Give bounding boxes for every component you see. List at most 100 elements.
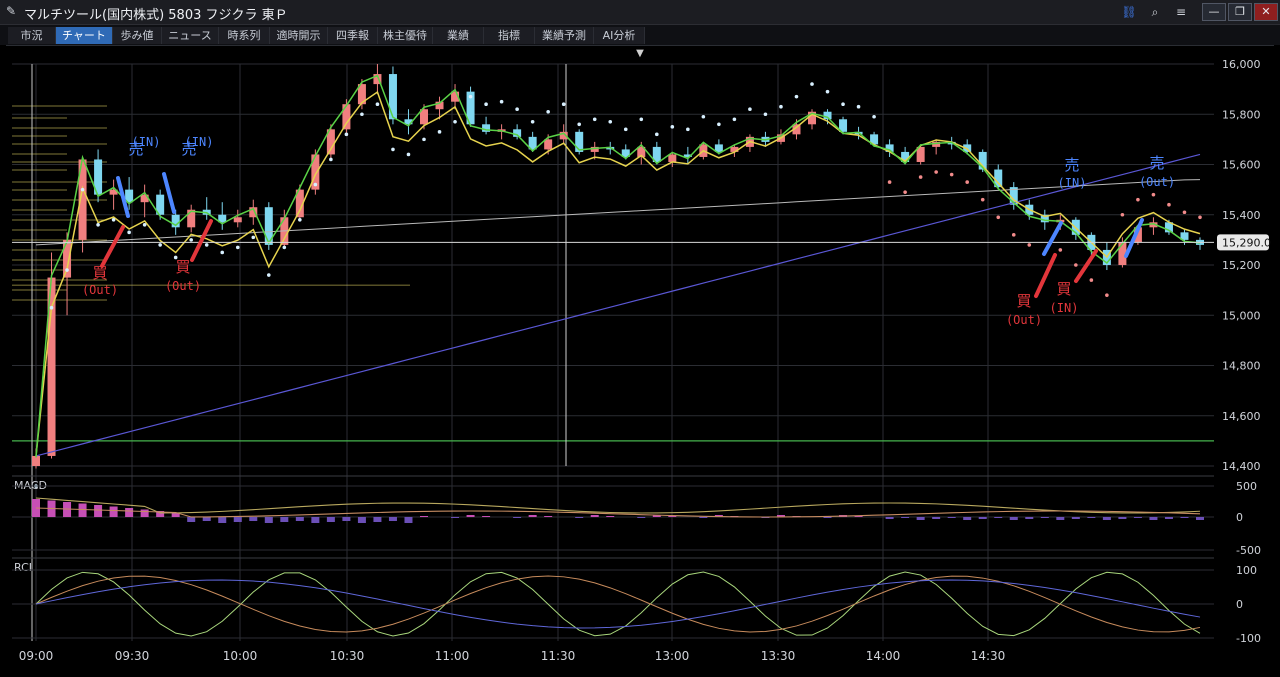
macd-histogram-bar	[1056, 517, 1065, 520]
macd-histogram-bar	[1071, 517, 1080, 519]
tab-time-series[interactable]: 時系列	[219, 27, 270, 44]
parabolic-sar-dot	[282, 245, 287, 250]
tab-ai-analysis[interactable]: AI分析	[594, 27, 645, 44]
parabolic-sar-dot	[779, 104, 783, 109]
close-icon[interactable]: ✕	[1254, 3, 1278, 21]
candle-body	[373, 74, 382, 85]
signal-subtext: (Out)	[1139, 175, 1175, 189]
x-tick-label: 09:30	[115, 649, 150, 663]
parabolic-sar-dot	[298, 217, 302, 222]
parabolic-sar-dot	[391, 147, 395, 152]
parabolic-sar-dot	[965, 180, 969, 184]
macd-histogram-bar	[109, 506, 118, 517]
parabolic-sar-dot	[1167, 202, 1171, 207]
candle-body	[823, 111, 832, 120]
parabolic-sar-dot	[1151, 192, 1156, 197]
candle-body	[404, 119, 413, 125]
parabolic-sar-dot	[701, 114, 706, 119]
candle-body	[870, 134, 879, 145]
parabolic-sar-dot	[592, 117, 597, 122]
restore-icon[interactable]: ❐	[1228, 3, 1252, 21]
parabolic-sar-dot	[360, 112, 364, 117]
parabolic-sar-dot	[1120, 212, 1125, 217]
parabolic-sar-dot	[344, 132, 349, 137]
tab-chart[interactable]: チャート	[56, 27, 113, 44]
y-tick-label: 14,600	[1222, 410, 1261, 423]
parabolic-sar-dot	[810, 82, 814, 86]
tab-shareholder-benefit[interactable]: 株主優待	[378, 27, 433, 44]
rci-title: RCI	[14, 561, 32, 574]
candle-body	[575, 131, 584, 152]
candle-body	[808, 111, 816, 125]
macd-histogram-bar	[233, 517, 242, 522]
tab-indicators[interactable]: 指標	[484, 27, 535, 44]
macd-histogram-bar	[202, 517, 211, 521]
parabolic-sar-dot	[220, 250, 225, 255]
candle-body	[714, 144, 723, 152]
search-icon[interactable]: ⌕	[1151, 5, 1159, 19]
macd-histogram-bar	[606, 516, 615, 517]
tab-earnings-forecast[interactable]: 業績予測	[535, 27, 594, 44]
parabolic-sar-dot	[918, 175, 923, 179]
tab-timely-disclosure[interactable]: 適時開示	[270, 27, 328, 44]
tab-walk-price[interactable]: 歩み値	[113, 27, 162, 44]
tab-bar: 市況 チャート 歩み値 ニュース 時系列 適時開示 四季報 株主優待 業績 指標…	[0, 25, 1280, 45]
parabolic-sar-dot	[949, 172, 954, 177]
parabolic-sar-dot	[732, 117, 737, 122]
parabolic-sar-dot	[934, 170, 938, 174]
macd-histogram-bar	[916, 517, 925, 520]
candle-body	[916, 146, 925, 162]
y-tick-label: 14,400	[1222, 460, 1261, 473]
parabolic-sar-dot	[546, 109, 550, 114]
parabolic-sar-dot	[577, 122, 581, 127]
tab-earnings[interactable]: 業績	[433, 27, 484, 44]
macd-histogram-bar	[156, 511, 165, 517]
macd-histogram-bar	[311, 517, 320, 523]
macd-histogram-bar	[1164, 517, 1173, 519]
parabolic-sar-dot	[686, 127, 690, 132]
signal-subtext: (Out)	[1006, 313, 1042, 327]
macd-histogram-bar	[575, 517, 584, 518]
rci-line-short	[35, 571, 1201, 637]
parabolic-sar-dot	[841, 102, 845, 106]
candle-body	[1133, 227, 1142, 243]
macd-histogram-bar	[1040, 517, 1049, 518]
candle-body	[932, 141, 941, 147]
macd-histogram-bar	[901, 517, 910, 518]
minimize-icon[interactable]: —	[1202, 3, 1226, 21]
link-icon[interactable]: ⛓	[1121, 5, 1137, 19]
parabolic-sar-dot	[142, 223, 147, 227]
signal-arrow	[190, 219, 213, 262]
macd-histogram-bar	[295, 517, 304, 521]
parabolic-sar-dot	[422, 137, 426, 142]
tab-news[interactable]: ニュース	[162, 27, 219, 44]
macd-histogram-bar	[451, 517, 460, 518]
candle-body	[1180, 232, 1189, 240]
candle-body	[249, 207, 258, 218]
rci-tick-label: -100	[1236, 632, 1261, 645]
pin-icon[interactable]: ✎	[6, 4, 17, 18]
candle-body	[326, 129, 335, 155]
tab-quarterly-report[interactable]: 四季報	[328, 27, 378, 44]
parabolic-sar-dot	[1182, 210, 1187, 215]
menu-icon[interactable]: ≡	[1175, 5, 1187, 19]
candle-body	[513, 129, 522, 137]
moving-average-fast	[35, 74, 1201, 458]
tab-market[interactable]: 市況	[8, 27, 56, 44]
candle-body	[652, 146, 661, 162]
macd-histogram-bar	[668, 516, 677, 517]
parabolic-sar-dot	[251, 235, 256, 240]
signal-line	[35, 507, 1201, 518]
title-bar: ✎ マルチツール(国内株式) 5803 フジクラ 東Ｐ ⛓ ⌕ ≡ — ❐ ✕	[0, 0, 1280, 25]
candle-body	[187, 209, 196, 228]
parabolic-sar-dot	[887, 180, 892, 184]
y-tick-label: 15,600	[1222, 159, 1261, 172]
candle-body	[621, 149, 630, 157]
parabolic-sar-dot	[825, 89, 830, 94]
candle-body	[1149, 222, 1158, 228]
candle-body	[1164, 222, 1173, 233]
macd-histogram-bar	[544, 516, 553, 517]
x-tick-label: 11:30	[541, 649, 576, 663]
chart-area[interactable]: 09:00 09:30 10:00 10:30 11:00 11:30 13:00 13:30…	[0, 46, 1280, 673]
x-tick-label: 09:00	[19, 649, 54, 663]
